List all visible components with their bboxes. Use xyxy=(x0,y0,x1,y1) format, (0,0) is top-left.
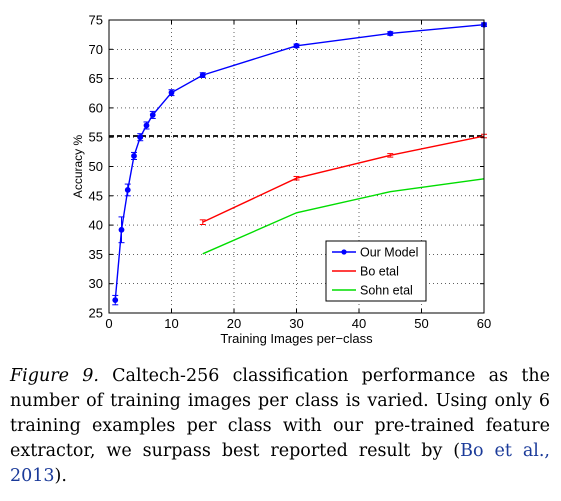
data-point xyxy=(387,30,394,37)
series-line xyxy=(202,178,485,255)
data-point xyxy=(199,72,206,78)
grid xyxy=(109,20,484,313)
figure-label: Figure 9. xyxy=(10,366,99,386)
y-tick-label: 50 xyxy=(89,159,103,174)
x-tick-label: 60 xyxy=(477,316,491,331)
series-line xyxy=(202,135,485,223)
x-axis-label: Training Images per−class xyxy=(220,331,373,346)
y-axis-label: Accuracy % xyxy=(71,134,85,198)
x-tick-label: 0 xyxy=(105,316,112,331)
y-tick-label: 65 xyxy=(89,71,103,86)
legend: Our Model Bo etal Sohn etal xyxy=(325,240,427,302)
data-point xyxy=(112,297,119,304)
data-point xyxy=(131,153,137,159)
series-layer xyxy=(112,21,487,306)
data-point xyxy=(143,122,150,129)
legend-label: Bo etal xyxy=(360,265,399,279)
data-point xyxy=(168,89,175,96)
x-tick-label: 30 xyxy=(289,316,303,331)
data-point xyxy=(293,42,300,49)
caption-citation[interactable]: Bo et al., 2013 xyxy=(10,441,550,486)
legend-swatch-marker xyxy=(341,249,347,255)
data-point xyxy=(149,112,156,118)
series-0 xyxy=(112,21,487,306)
x-tick-label: 20 xyxy=(227,316,241,331)
y-tick-label: 70 xyxy=(89,42,103,57)
series-1 xyxy=(199,133,487,226)
series-line xyxy=(114,23,485,301)
y-tick-label: 40 xyxy=(89,218,103,233)
y-tick-label: 30 xyxy=(89,276,103,291)
y-tick-label: 25 xyxy=(89,306,103,321)
legend-label: Sohn etal xyxy=(360,284,413,298)
legend-entry: Our Model xyxy=(332,246,418,260)
y-tick-label: 60 xyxy=(89,100,103,115)
legend-entry: Bo etal xyxy=(332,265,399,279)
chart: 0 10 20 30 40 50 60 25 30 35 40 45 50 55 60 65 70 75 Trai… xyxy=(71,13,492,347)
y-tick-label: 55 xyxy=(89,130,103,145)
series-2 xyxy=(202,178,485,255)
ticks: 0 10 20 30 40 50 60 25 30 35 40 45 50 55 60 65 70 75 xyxy=(89,13,492,332)
figure-caption: Figure 9. Caltech-256 classification per… xyxy=(10,364,550,489)
data-point xyxy=(137,134,144,141)
caption-end: ). xyxy=(54,466,67,486)
y-tick-label: 35 xyxy=(89,247,103,262)
x-tick-label: 40 xyxy=(352,316,366,331)
caption-text: Caltech-256 classification performance a… xyxy=(10,366,550,461)
y-tick-label: 75 xyxy=(89,13,103,28)
data-point xyxy=(124,187,131,193)
x-tick-label: 50 xyxy=(414,316,428,331)
legend-entry: Sohn etal xyxy=(332,284,413,298)
data-point xyxy=(118,226,125,233)
x-tick-label: 10 xyxy=(164,316,178,331)
y-tick-label: 45 xyxy=(89,188,103,203)
legend-label: Our Model xyxy=(360,246,418,260)
